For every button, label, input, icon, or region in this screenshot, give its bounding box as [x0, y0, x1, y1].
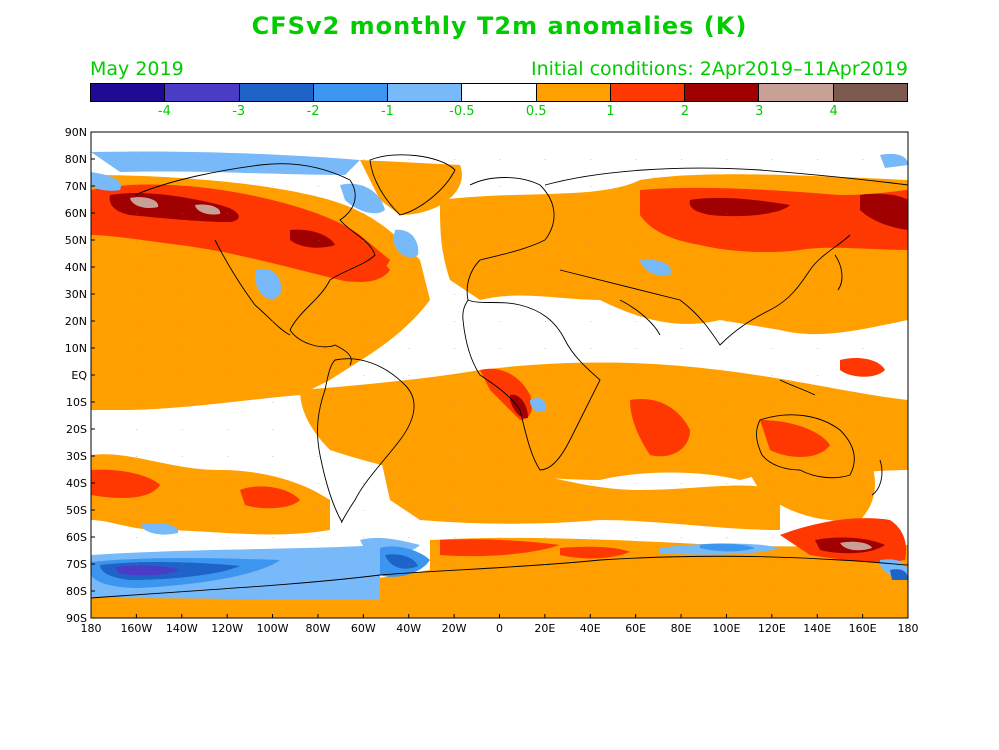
latitude-label: 10S	[66, 396, 87, 409]
latitude-label: 80N	[65, 153, 87, 166]
longitude-labels: 180 160W 140W 120W 100W 80W 60W 40W 20W 0 20E 40E 60…	[81, 622, 919, 635]
grid-dots	[91, 132, 908, 618]
longitude-label: 80E	[671, 622, 692, 635]
latitude-label: 50S	[66, 504, 87, 517]
longitude-label: 140W	[166, 622, 198, 635]
colorbar-label: -0.5	[449, 104, 475, 119]
colorbar-label: 2	[680, 104, 690, 119]
latitude-label: EQ	[71, 369, 87, 382]
colorbar-label: -2	[306, 104, 320, 119]
colorbar-segment	[164, 84, 239, 101]
longitude-label: 40E	[580, 622, 601, 635]
colorbar-segment	[832, 84, 907, 101]
latitude-label: 10N	[65, 342, 87, 355]
forecast-month: May 2019	[90, 58, 184, 80]
colorbar-label: -3	[232, 104, 246, 119]
longitude-label: 0	[496, 622, 503, 635]
latitude-label: 80S	[66, 585, 87, 598]
latitude-label: 70N	[65, 180, 87, 193]
latitude-label: 90S	[66, 612, 87, 625]
anomaly-fill	[91, 132, 908, 618]
colorbar	[90, 83, 908, 102]
axis-ticks	[90, 131, 909, 619]
colorbar-label: 1	[606, 104, 615, 119]
longitude-label: 80W	[306, 622, 331, 635]
chart-title: CFSv2 monthly T2m anomalies (K)	[251, 12, 748, 40]
latitude-label: 60S	[66, 531, 87, 544]
latitude-label: 20S	[66, 423, 87, 436]
colorbar-label: 0.5	[525, 104, 547, 119]
latitude-label: 60N	[65, 207, 87, 220]
colorbar-segment	[535, 84, 610, 101]
longitude-label: 60W	[351, 622, 376, 635]
latitude-label: 20N	[65, 315, 87, 328]
longitude-label: 160W	[120, 622, 152, 635]
colorbar-label: -4	[157, 104, 171, 119]
latitude-label: 30N	[65, 288, 87, 301]
colorbar-segment	[684, 84, 759, 101]
longitude-label: 120E	[758, 622, 786, 635]
latitude-labels: 90N 80N 70N 60N 50N 40N 30N 20N 10N EQ 10S 20S 30S 40…	[65, 126, 88, 625]
initial-conditions: Initial conditions: 2Apr2019–11Apr2019	[530, 58, 908, 80]
colorbar-label: 3	[755, 104, 764, 119]
longitude-label: 180	[81, 622, 102, 635]
longitude-label: 100E	[712, 622, 740, 635]
colorbar-segment	[609, 84, 685, 101]
latitude-label: 40N	[65, 261, 87, 274]
longitude-label: 120W	[211, 622, 243, 635]
longitude-label: 20E	[534, 622, 555, 635]
colorbar-segment	[312, 84, 388, 101]
longitude-label: 20W	[442, 622, 467, 635]
longitude-label: 160E	[849, 622, 877, 635]
latitude-label: 90N	[65, 126, 87, 139]
colorbar-segment	[91, 84, 165, 101]
latitude-label: 50N	[65, 234, 87, 247]
colorbar-segment	[238, 84, 313, 101]
colorbar-label: 4	[829, 104, 838, 119]
latitude-label: 30S	[66, 450, 87, 463]
colorbar-segment	[758, 84, 833, 101]
latitude-label: 40S	[66, 477, 87, 490]
colorbar-labels: -4 -3 -2 -1 -0.5 0.5 1 2 3 4	[90, 104, 908, 122]
longitude-label: 100W	[257, 622, 289, 635]
colorbar-segment	[387, 84, 462, 101]
longitude-label: 140E	[803, 622, 831, 635]
colorbar-label: -1	[380, 104, 394, 119]
longitude-label: 60E	[625, 622, 646, 635]
longitude-label: 180	[898, 622, 919, 635]
colorbar-segment	[461, 84, 536, 101]
latitude-label: 70S	[66, 558, 87, 571]
longitude-label: 40W	[396, 622, 421, 635]
